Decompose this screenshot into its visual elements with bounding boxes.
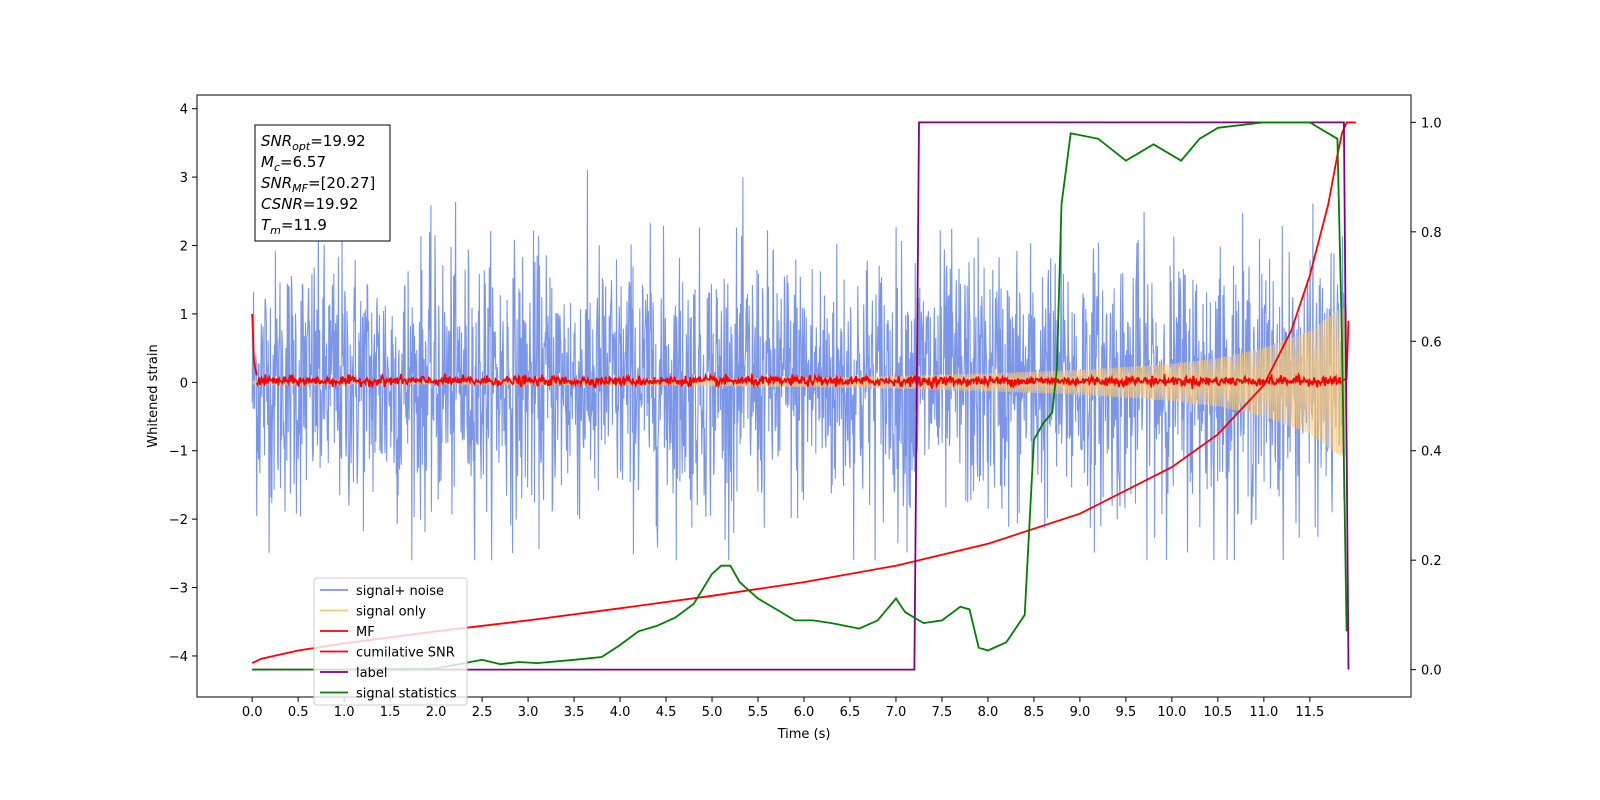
info-box-frame (254, 124, 391, 242)
y-tick-label: −1 (169, 445, 188, 460)
info-box-line: CSNR=19.92 (261, 195, 358, 213)
x-tick-label: 11.5 (1295, 705, 1324, 720)
x-tick-label: 10.0 (1157, 705, 1186, 720)
x-tick-label: 7.5 (932, 705, 953, 720)
ticks-layer: 0.0 0.5 1.0 1.5 2.0 2.5 3.0 3.5 4.0 4.5 5.0 5.5 6.0 6… (169, 103, 1442, 720)
info-box: SNRopt=19.92Mc=6.57SNRMF=[20.27]CSNR=19.… (254, 124, 391, 242)
y-tick-label: −2 (169, 513, 188, 528)
y-tick-label: 2 (180, 240, 188, 255)
y-axis-label: Whitened strain (146, 344, 161, 447)
info-box-line: SNRMF=[20.27] (261, 174, 375, 195)
info-line-base: SNR (261, 132, 292, 150)
info-line-base: M (261, 153, 274, 171)
info-line-subscript: m (270, 224, 281, 237)
y2-tick-label: 0.4 (1421, 445, 1442, 460)
info-box-line: SNRopt=19.92 (261, 132, 366, 153)
series-label-line (252, 121, 1350, 671)
info-line-subscript: c (274, 161, 280, 174)
legend: signal+ noise signal only MF cumilative SNR… (313, 577, 468, 706)
x-tick-label: 0.0 (242, 705, 263, 720)
x-tick-label: 6.5 (840, 705, 861, 720)
plot-area (251, 121, 1356, 671)
x-tick-label: 9.5 (1116, 705, 1137, 720)
x-tick-label: 1.0 (334, 705, 355, 720)
legend-label: label (356, 666, 387, 681)
info-line-value: =6.57 (280, 153, 326, 171)
legend-label: MF (356, 625, 375, 640)
x-tick-label: 8.5 (1024, 705, 1045, 720)
legend-frame (313, 577, 468, 706)
x-tick-label: 6.0 (794, 705, 815, 720)
x-tick-label: 8.0 (978, 705, 999, 720)
info-line-subscript: MF (292, 182, 308, 195)
x-tick-label: 2.0 (426, 705, 447, 720)
info-line-value: =[20.27] (308, 174, 375, 192)
info-line-value: =11.9 (281, 216, 327, 234)
x-tick-label: 3.0 (518, 705, 539, 720)
y2-tick-label: 0.8 (1421, 226, 1442, 241)
info-box-line: Tm=11.9 (261, 216, 327, 237)
y-tick-label: −4 (169, 650, 188, 665)
series-signal-statistics-line (252, 121, 1348, 671)
x-tick-label: 1.5 (380, 705, 401, 720)
legend-label: cumilative SNR (356, 646, 455, 661)
y2-tick-label: 0.0 (1421, 664, 1442, 679)
x-tick-label: 2.5 (472, 705, 493, 720)
legend-label: signal+ noise (356, 584, 444, 599)
y2-tick-label: 0.2 (1421, 554, 1442, 569)
series-signal-noise-line (251, 169, 1348, 561)
y-tick-label: 3 (180, 171, 188, 186)
x-tick-label: 7.0 (886, 705, 907, 720)
x-tick-label: 10.5 (1203, 705, 1232, 720)
series-layer (251, 121, 1356, 671)
x-tick-label: 3.5 (564, 705, 585, 720)
x-tick-label: 11.0 (1249, 705, 1278, 720)
info-line-base: T (261, 216, 272, 234)
info-line-value: =19.92 (310, 132, 366, 150)
x-axis-label: Time (s) (777, 727, 831, 742)
x-tick-label: 4.0 (610, 705, 631, 720)
x-tick-label: 0.5 (288, 705, 309, 720)
y-tick-label: 1 (180, 308, 188, 323)
info-line-base: SNR (261, 174, 292, 192)
info-line-value: =19.92 (303, 195, 359, 213)
y-tick-label: 0 (180, 376, 188, 391)
info-line-subscript: opt (292, 140, 311, 153)
x-tick-label: 9.0 (1070, 705, 1091, 720)
legend-label: signal statistics (356, 687, 457, 702)
legend-label: signal only (356, 605, 426, 620)
x-tick-label: 4.5 (656, 705, 677, 720)
y2-tick-label: 1.0 (1421, 116, 1442, 131)
y-tick-label: −3 (169, 582, 188, 597)
y-tick-label: 4 (180, 103, 188, 118)
x-tick-label: 5.0 (702, 705, 723, 720)
info-line-base: CSNR (261, 195, 303, 213)
x-tick-label: 5.5 (748, 705, 769, 720)
y2-tick-label: 0.6 (1421, 335, 1442, 350)
info-box-line: Mc=6.57 (261, 153, 326, 174)
